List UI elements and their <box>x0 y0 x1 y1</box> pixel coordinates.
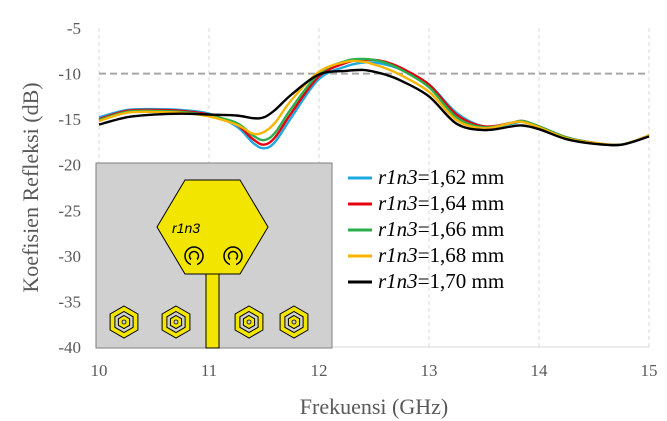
x-axis-title: Frekuensi (GHz) <box>300 394 448 419</box>
parasitic-hexagon-via-3 <box>291 319 297 325</box>
series-group <box>98 57 650 150</box>
y-tick-label-2: -15 <box>58 110 81 129</box>
legend-label-3: r1n3=1,68 mm <box>378 243 504 267</box>
y-tick-label-4: -25 <box>58 201 81 220</box>
y-tick-label-6: -35 <box>58 292 81 311</box>
y-tick-label-5: -30 <box>58 247 81 266</box>
x-tick-label-5: 15 <box>641 361 658 380</box>
series-line-4 <box>98 68 650 147</box>
ring-slot-left-gap <box>191 259 197 267</box>
antenna-feedline <box>205 269 220 349</box>
ring-slot-right-gap <box>230 259 236 267</box>
legend-label-2: r1n3=1,66 mm <box>378 217 504 241</box>
series-line-3 <box>98 59 650 147</box>
x-tick-label-2: 12 <box>311 361 328 380</box>
y-tick-label-7: -40 <box>58 338 81 357</box>
axes-labels: 10 11 12 13 14 15 -5 -10 -15 -20 -25 -30 -35 -40 Freku… <box>18 19 658 419</box>
parasitic-hexagons <box>109 305 309 339</box>
y-tick-label-0: -5 <box>67 19 81 38</box>
legend-label-0: r1n3=1,62 mm <box>378 165 504 189</box>
parasitic-hexagon-via-2 <box>246 319 252 325</box>
legend-label-4: r1n3=1,70 mm <box>378 269 504 293</box>
parasitic-hexagon-via-1 <box>173 319 179 325</box>
x-tick-label-3: 13 <box>421 361 438 380</box>
y-axis-title: Koefisien Refleksi (dB) <box>18 82 43 292</box>
x-tick-label-0: 10 <box>91 361 108 380</box>
series-line-0 <box>98 61 650 150</box>
x-tick-label-1: 11 <box>201 361 217 380</box>
legend-label-1: r1n3=1,64 mm <box>378 191 504 215</box>
x-tick-label-4: 14 <box>531 361 549 380</box>
parasitic-hexagon-via-0 <box>121 319 127 325</box>
inset-label: r1n3 <box>172 220 200 236</box>
y-tick-label-3: -20 <box>58 156 81 175</box>
antenna-inset: r1n3 <box>95 162 333 349</box>
y-tick-label-1: -10 <box>58 65 81 84</box>
